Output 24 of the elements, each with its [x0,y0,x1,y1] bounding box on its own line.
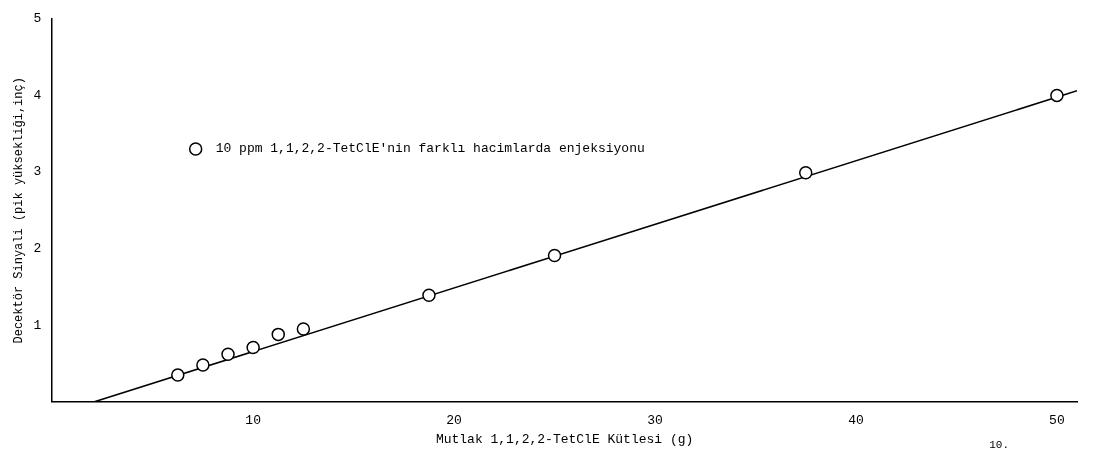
point [221,347,235,362]
x-tick-label: 30 [647,413,663,429]
x-tick-label: 50 [1049,413,1065,429]
y-tick-label: 2 [33,241,42,257]
x-tick-label: 40 [848,413,864,429]
text: 10. [989,439,1009,452]
point [547,248,562,263]
point [196,358,210,372]
point [246,340,260,355]
y-axis-title: Decektör Sinyali (pik yüksekliği,inç) [12,77,27,344]
point [171,368,185,382]
y-tick-label: 3 [33,164,42,180]
y-tick-label: 5 [33,11,42,27]
y-tick-label: 4 [33,87,42,103]
x-tick-label: 10 [245,413,261,429]
point [296,322,311,336]
point [1050,88,1064,103]
point [798,166,813,180]
y-tick-label: 1 [33,317,42,333]
x-axis-title: Mutlak 1,1,2,2-TetClE Kütlesi (g) [435,431,694,447]
point [271,327,286,342]
legend-label: 10 ppm 1,1,2,2-TetClE'nin farklı hacimlarda enjeksiyonu [215,141,645,157]
point [422,288,436,303]
x-tick-label: 20 [446,413,462,429]
